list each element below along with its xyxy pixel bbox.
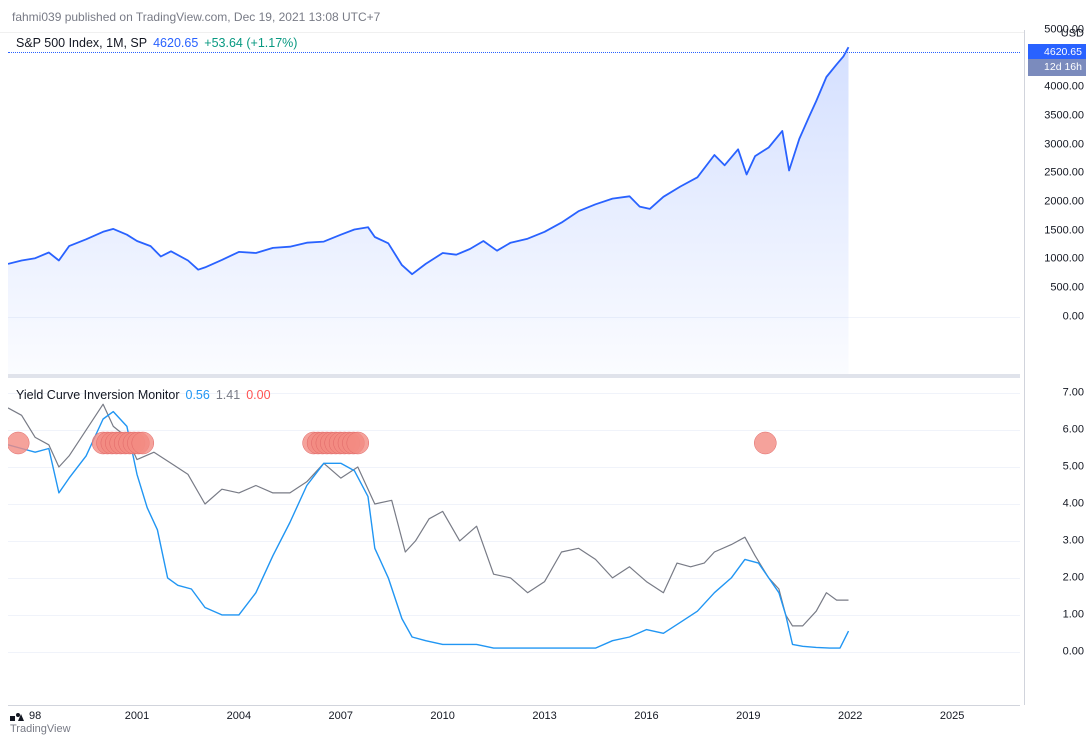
- pane-separator[interactable]: [8, 374, 1020, 378]
- legend-title: Yield Curve Inversion Monitor: [16, 388, 180, 402]
- y-tick: 2.00: [1028, 572, 1084, 583]
- pane-1-svg: [8, 30, 1020, 374]
- x-tick: 2013: [532, 710, 556, 722]
- y-tick: 5000.00: [1028, 25, 1084, 36]
- y-tick: 1.00: [1028, 609, 1084, 620]
- x-tick: 2001: [125, 710, 149, 722]
- legend-value: 4620.65: [153, 36, 198, 50]
- y-tick: 0.00: [1028, 646, 1084, 657]
- y-tick: 2000.00: [1028, 197, 1084, 208]
- x-tick: 2007: [329, 710, 353, 722]
- chart-area[interactable]: S&P 500 Index, 1M, SP 4620.65 +53.64 (+1.1…: [8, 30, 1020, 705]
- indicator-legend[interactable]: Yield Curve Inversion Monitor 0.56 1.41 0.0…: [16, 388, 271, 402]
- tradingview-logo: TradingView: [10, 713, 71, 735]
- x-tick: 2025: [940, 710, 964, 722]
- x-tick: 2016: [634, 710, 658, 722]
- y-tick: 3.00: [1028, 535, 1084, 546]
- legend-value: 1.41: [216, 388, 240, 402]
- publish-byline: fahmi039 published on TradingView.com, D…: [0, 0, 1086, 33]
- legend-value: 0.56: [186, 388, 210, 402]
- y-tick: 3000.00: [1028, 139, 1084, 150]
- symbol-legend[interactable]: S&P 500 Index, 1M, SP 4620.65 +53.64 (+1.1…: [16, 36, 297, 50]
- y-tick: 6.00: [1028, 425, 1084, 436]
- y-tick: 500.00: [1028, 283, 1084, 294]
- x-tick: 2022: [838, 710, 862, 722]
- y-tick: 7.00: [1028, 388, 1084, 399]
- y-tick: 2500.00: [1028, 168, 1084, 179]
- footer-brand: TradingView: [10, 723, 71, 735]
- x-axis[interactable]: 98200120042007201020132016201920222025: [8, 705, 1020, 723]
- x-tick: 2004: [227, 710, 251, 722]
- y-tick: 5.00: [1028, 462, 1084, 473]
- y-tick: 4000.00: [1028, 82, 1084, 93]
- y-tick: 0.00: [1028, 311, 1084, 322]
- y-tick: 1500.00: [1028, 225, 1084, 236]
- y-axis[interactable]: 4620.6512d 16hUSD5000.004000.003500.0030…: [1024, 30, 1086, 705]
- legend-value: 0.00: [246, 388, 270, 402]
- byline-text: fahmi039 published on TradingView.com, D…: [12, 10, 380, 24]
- y-tick: 1000.00: [1028, 254, 1084, 265]
- x-tick: 2019: [736, 710, 760, 722]
- pane-2-svg: [8, 382, 1020, 674]
- price-tag-countdown: 12d 16h: [1028, 59, 1086, 76]
- y-tick: 4.00: [1028, 498, 1084, 509]
- legend-title: S&P 500 Index, 1M, SP: [16, 36, 147, 50]
- x-tick: 2010: [430, 710, 454, 722]
- last-price-line: [8, 52, 1020, 53]
- y-tick: 3500.00: [1028, 111, 1084, 122]
- legend-value: +53.64 (+1.17%): [204, 36, 297, 50]
